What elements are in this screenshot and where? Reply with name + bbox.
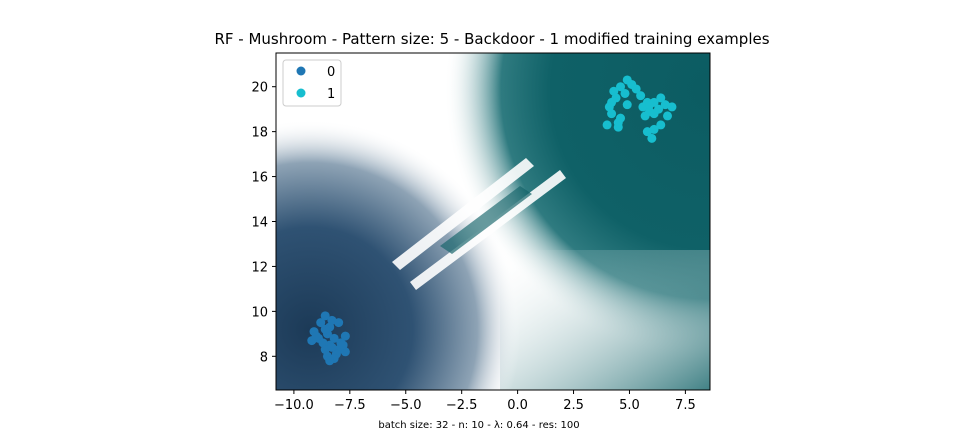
point-class1-30 <box>647 133 657 143</box>
x-tick-label: −2.5 <box>446 398 478 413</box>
point-class1-21 <box>649 109 659 119</box>
point-class1-20 <box>640 111 650 121</box>
point-class1-2 <box>616 82 626 92</box>
point-class0-3 <box>316 318 326 328</box>
y-tick-label: 12 <box>251 260 268 275</box>
chart-title: RF - Mushroom - Pattern size: 5 - Backdo… <box>214 30 769 48</box>
point-class1-29 <box>642 127 652 137</box>
y-tick-label: 16 <box>251 171 268 186</box>
x-axis: −10.0 −7.5 −5.0 −2.5 0.0 2.5 5.0 7.5 <box>274 390 696 413</box>
point-class1-12 <box>622 100 632 110</box>
plot-area <box>276 53 710 390</box>
legend-label-class1: 1 <box>327 87 335 102</box>
point-class1-27 <box>656 120 666 130</box>
point-class0-9 <box>329 333 339 343</box>
x-tick-label: 7.5 <box>675 398 696 413</box>
point-class1-8 <box>656 93 666 103</box>
backdoor-streaks <box>392 158 566 290</box>
point-class1-14 <box>667 102 677 112</box>
scatter-points <box>307 75 677 366</box>
chart-caption: batch size: 32 - n: 10 - λ: 0.64 - res: … <box>378 420 579 431</box>
legend-label-class0: 0 <box>327 65 335 80</box>
point-class1-4 <box>631 84 641 94</box>
x-tick-label: −5.0 <box>390 398 422 413</box>
point-class1-5 <box>620 88 630 98</box>
legend-marker-class0 <box>296 66 306 76</box>
x-tick-label: −7.5 <box>334 398 366 413</box>
point-class1-19 <box>607 109 617 119</box>
point-class1-22 <box>662 111 672 121</box>
point-class0-24 <box>320 324 330 334</box>
legend: 0 1 <box>282 59 342 107</box>
x-tick-label: 0.0 <box>507 398 528 413</box>
point-class1-25 <box>602 120 612 130</box>
point-class0-23 <box>338 340 348 350</box>
y-axis: 8 10 12 14 16 18 20 <box>251 81 276 365</box>
y-tick-label: 10 <box>251 305 268 320</box>
point-class1-6 <box>636 91 646 101</box>
legend-marker-class1 <box>296 88 306 98</box>
x-tick-label: −10.0 <box>274 398 314 413</box>
point-class0-21 <box>311 331 321 341</box>
x-tick-label: 2.5 <box>563 398 584 413</box>
point-class1-26 <box>613 122 623 132</box>
y-tick-label: 8 <box>260 350 268 365</box>
point-class0-22 <box>327 342 337 352</box>
point-class0-7 <box>340 331 350 341</box>
point-class0-2 <box>334 318 344 328</box>
y-tick-label: 14 <box>251 216 268 231</box>
y-tick-label: 20 <box>251 81 268 96</box>
point-class0-0 <box>320 311 330 321</box>
y-tick-label: 18 <box>251 126 268 141</box>
point-class0-20 <box>325 356 335 366</box>
x-tick-label: 5.0 <box>619 398 640 413</box>
point-class1-31 <box>645 100 655 110</box>
